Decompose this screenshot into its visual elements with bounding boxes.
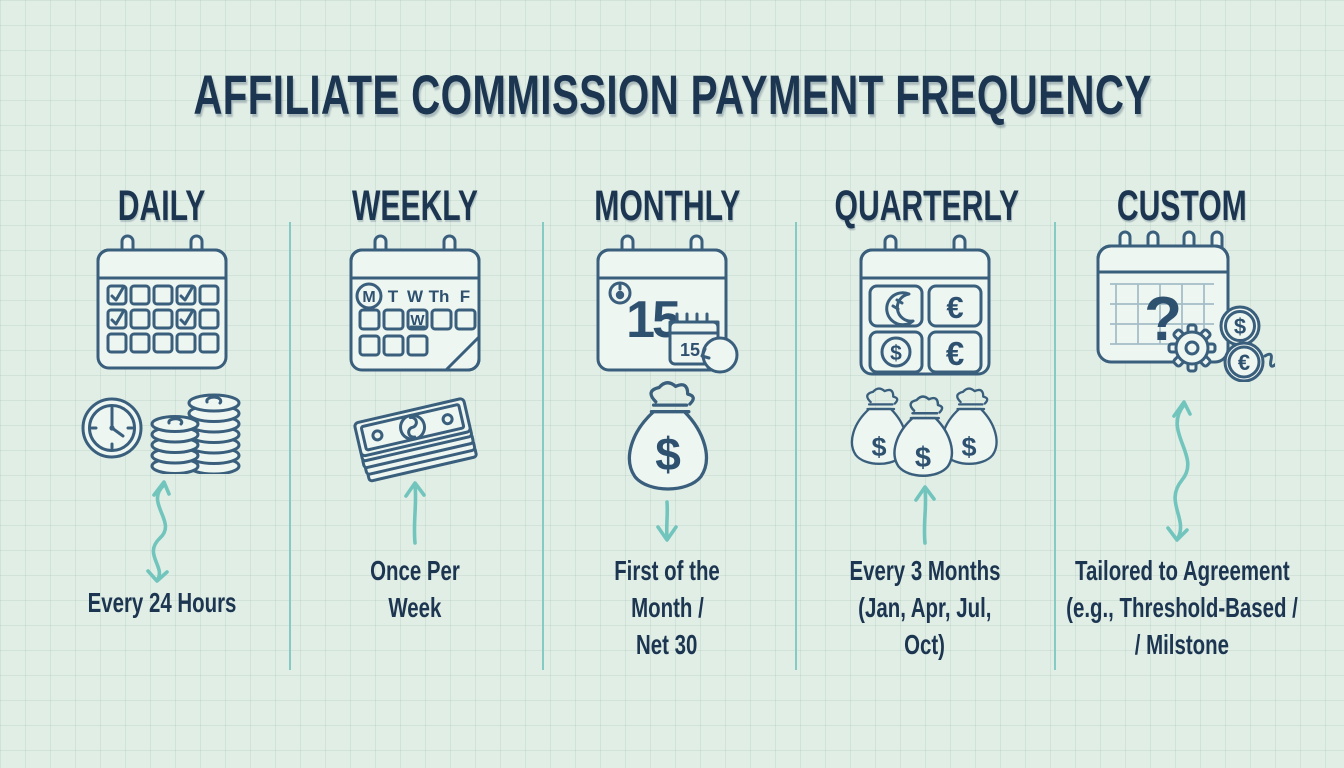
svg-text:T: T	[388, 287, 399, 306]
column-quarterly: QUARTERLY € $ € $ $ $	[795, 182, 1055, 742]
column-header-monthly: MONTHLY	[593, 182, 741, 230]
column-daily: DAILY	[32, 182, 292, 742]
svg-text:$: $	[655, 428, 681, 480]
svg-text:M: M	[362, 289, 375, 306]
dollar-coin-icon: $	[1219, 305, 1260, 347]
three-money-bags-icon: $ $ $	[795, 384, 1055, 488]
caption-daily: Every 24 Hours	[87, 587, 237, 618]
caption-monthly: First of the Month / Net 30	[614, 555, 720, 660]
column-header-quarterly: QUARTERLY	[834, 182, 1020, 230]
column-divider	[289, 222, 291, 670]
clock-and-coins-icon	[32, 382, 292, 474]
column-header-weekly: WEEKLY	[352, 182, 478, 230]
column-divider	[795, 222, 797, 670]
squiggle-arrow	[32, 472, 292, 590]
up-arrow	[285, 478, 545, 548]
caption-weekly: Once Per Week	[370, 555, 460, 623]
svg-text:$: $	[871, 432, 886, 462]
money-bag-icon: $	[537, 378, 797, 492]
caption-custom: Tailored to Agreement (e.g., Threshold-B…	[1066, 555, 1298, 660]
svg-text:W: W	[410, 312, 425, 329]
svg-text:$: $	[890, 342, 902, 365]
svg-text:$: $	[915, 442, 931, 474]
calendar-checked-days-icon	[32, 234, 292, 374]
up-arrow	[795, 482, 1055, 548]
svg-text:Th: Th	[429, 287, 450, 306]
svg-text:$: $	[1233, 314, 1245, 339]
coin-stack-short	[150, 415, 200, 474]
column-header-daily: DAILY	[118, 182, 206, 230]
column-header-custom: CUSTOM	[1117, 182, 1247, 230]
calendar-question-icon: ? $ €	[1052, 230, 1312, 382]
squiggle-arrow	[1052, 392, 1312, 550]
crescent-icon	[885, 291, 915, 327]
svg-text:15: 15	[680, 340, 700, 360]
caption-quarterly: Every 3 Months (Jan, Apr, Jul, Oct)	[849, 555, 1001, 660]
calendar-weekdays-icon: M T W Th F W	[285, 234, 545, 376]
coin-stack-tall	[187, 393, 241, 474]
svg-text:F: F	[460, 287, 470, 306]
banknote-stack-icon	[285, 386, 545, 486]
column-weekly: WEEKLY M T W Th F W	[285, 182, 545, 742]
svg-text:$: $	[961, 432, 976, 462]
column-monthly: MONTHLY 15 15 $	[537, 182, 797, 742]
euro-coin-icon: €	[1223, 341, 1264, 382]
column-divider	[1054, 222, 1056, 670]
calendar-day-15-icon: 15 15	[537, 234, 797, 380]
column-custom: CUSTOM ?	[1052, 182, 1312, 742]
page-title: AFFILIATE COMMISSION PAYMENT FREQUENCY	[192, 63, 1152, 126]
calendar-currencies-icon: € $ €	[795, 234, 1055, 380]
column-divider	[542, 222, 544, 670]
gear-icon	[1167, 323, 1216, 373]
svg-text:€: €	[1237, 350, 1249, 375]
svg-text:€: €	[946, 290, 963, 325]
down-arrow	[537, 498, 797, 548]
svg-text:W: W	[407, 287, 424, 306]
svg-text:€: €	[946, 335, 964, 372]
